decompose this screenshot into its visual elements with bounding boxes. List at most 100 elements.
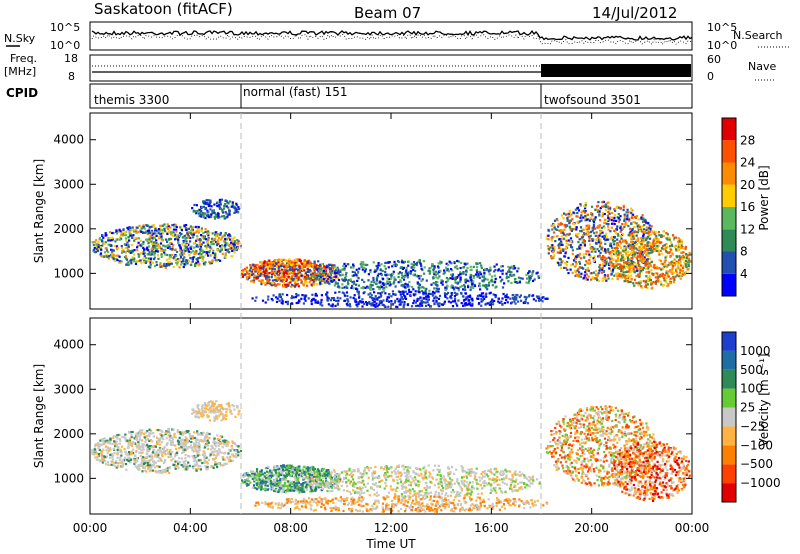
echo-cell	[310, 302, 313, 306]
echo-cell	[583, 209, 586, 212]
echo-cell	[404, 282, 407, 285]
echo-cell	[217, 451, 220, 454]
echo-cell	[157, 243, 160, 246]
echo-cell	[500, 265, 503, 268]
echo-cell	[301, 267, 304, 270]
echo-cell	[213, 217, 217, 220]
echo-cell	[594, 269, 598, 272]
echo-cell	[634, 253, 637, 256]
echo-cell	[336, 302, 340, 305]
echo-cell	[151, 250, 154, 253]
echo-cell	[447, 278, 450, 281]
echo-cell	[249, 266, 252, 269]
echo-cell	[152, 226, 155, 229]
echo-cell	[427, 269, 430, 272]
echo-cell	[200, 432, 203, 435]
echo-cell	[613, 264, 617, 267]
echo-cell	[574, 261, 577, 264]
echo-cell	[403, 275, 406, 278]
echo-cell	[107, 239, 110, 242]
echo-cell	[337, 299, 340, 302]
echo-cell	[659, 259, 663, 262]
echo-cell	[347, 300, 350, 303]
echo-cell	[380, 272, 383, 275]
echo-cell	[684, 254, 687, 257]
echo-cell	[179, 249, 182, 252]
echo-cell	[631, 269, 634, 273]
echo-cell	[501, 269, 504, 272]
echo-cell	[115, 466, 118, 469]
echo-cell	[680, 241, 683, 245]
echo-cell	[293, 282, 297, 285]
echo-cell	[378, 301, 381, 304]
echo-cell	[146, 459, 149, 462]
echo-cell	[663, 265, 666, 268]
echo-cell	[645, 284, 648, 287]
echo-cell	[231, 201, 234, 204]
echo-cell	[453, 277, 456, 280]
echo-cell	[446, 268, 449, 271]
echo-cell	[643, 224, 646, 227]
echo-cell	[120, 260, 123, 263]
echo-cell	[223, 439, 227, 442]
echo-cell	[580, 219, 583, 222]
echo-cell	[225, 216, 228, 219]
echo-cell	[226, 250, 229, 253]
echo-cell	[583, 274, 586, 277]
echo-cell	[108, 237, 111, 240]
echo-cell	[495, 285, 498, 288]
echo-cell	[290, 279, 293, 282]
echo-cell	[682, 258, 685, 261]
echo-cell	[98, 237, 102, 240]
echo-cell	[446, 291, 450, 294]
sky-left-tick-top: 10^5	[50, 21, 80, 34]
echo-cell	[381, 282, 385, 285]
echo-cell	[322, 266, 325, 270]
echo-cell	[304, 299, 307, 302]
echo-cell	[493, 281, 496, 284]
echo-cell	[368, 300, 371, 304]
echo-cell	[224, 232, 227, 235]
echo-cell	[296, 280, 299, 283]
echo-cell	[478, 276, 481, 279]
echo-cell	[180, 229, 183, 232]
echo-cell	[547, 238, 550, 241]
echo-cell	[208, 231, 211, 234]
echo-cell	[148, 245, 151, 248]
echo-cell	[645, 231, 648, 234]
echo-cell	[491, 298, 494, 301]
echo-cell	[640, 243, 643, 246]
echo-cell	[623, 213, 626, 216]
echo-cell	[99, 439, 102, 442]
echo-cell	[129, 251, 132, 254]
echo-cell	[204, 212, 207, 215]
echo-cell	[644, 245, 647, 248]
echo-cell	[594, 241, 598, 244]
echo-cell	[204, 245, 207, 248]
echo-cell	[132, 228, 135, 231]
echo-cell	[438, 270, 441, 274]
echo-cell	[578, 220, 581, 223]
echo-cell	[480, 266, 483, 269]
echo-cell	[320, 298, 323, 301]
echo-cell	[346, 286, 349, 289]
echo-cell	[253, 269, 257, 272]
echo-cell	[427, 294, 430, 297]
echo-cell	[668, 251, 671, 254]
echo-cell	[616, 272, 619, 275]
echo-cell	[171, 248, 174, 251]
beam-title: Beam 07	[354, 4, 421, 22]
echo-cell	[608, 267, 611, 270]
echo-cell	[153, 252, 157, 255]
echo-cell	[408, 290, 411, 294]
echo-cell	[335, 299, 338, 302]
echo-cell	[546, 297, 549, 300]
echo-cell	[140, 451, 143, 454]
echo-cell	[268, 272, 271, 275]
echo-cell	[267, 295, 270, 298]
echo-cell	[613, 216, 616, 219]
echo-cell	[334, 276, 338, 280]
echo-cell	[485, 283, 488, 287]
echo-cell	[178, 235, 181, 238]
echo-cell	[156, 245, 159, 248]
